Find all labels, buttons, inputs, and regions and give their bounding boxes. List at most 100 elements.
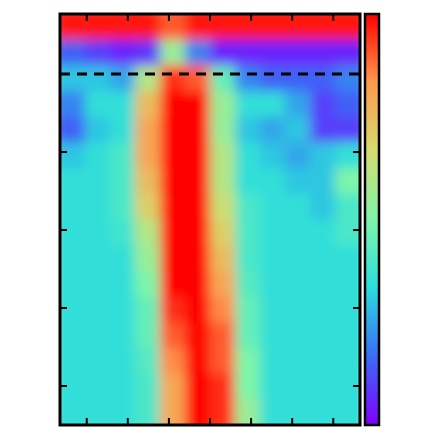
heat-cell <box>210 322 236 349</box>
heat-cell <box>260 347 286 375</box>
heat-cell <box>60 399 86 425</box>
heat-cell <box>185 373 211 400</box>
heat-cell <box>110 193 136 220</box>
heat-cell <box>235 65 261 92</box>
heat-cell <box>285 14 311 41</box>
heat-cell <box>235 14 261 41</box>
heat-cell <box>60 116 86 143</box>
heat-cell <box>85 193 111 220</box>
heat-cell <box>260 270 286 298</box>
heat-cell <box>160 322 186 349</box>
heat-cell <box>310 399 336 425</box>
heat-cell <box>260 322 286 349</box>
heat-cell <box>60 39 86 66</box>
heat-cell <box>310 142 336 169</box>
heat-cell <box>310 116 336 143</box>
heat-cell <box>285 270 311 298</box>
heat-cell <box>60 65 86 92</box>
heat-cell <box>310 168 336 195</box>
heat-cell <box>235 91 261 118</box>
heat-cell <box>235 296 261 323</box>
heat-cell <box>210 39 236 66</box>
heat-cell <box>85 65 111 92</box>
heat-cell <box>185 193 211 220</box>
plot-frame <box>58 12 362 427</box>
heat-cell <box>160 65 186 92</box>
heat-cell <box>260 296 286 323</box>
heat-cell <box>160 14 186 41</box>
heat-cell <box>110 39 136 66</box>
heat-cell <box>335 399 360 425</box>
heat-cell <box>160 399 186 425</box>
heat-cell <box>135 142 161 169</box>
heat-cell <box>235 116 261 143</box>
heat-cell <box>235 347 261 375</box>
heat-cell <box>85 245 111 272</box>
heat-cell <box>235 39 261 66</box>
heat-cell <box>285 399 311 425</box>
heat-cell <box>260 14 286 41</box>
heat-cell <box>310 245 336 272</box>
heat-cell <box>285 168 311 195</box>
heat-cell <box>60 168 86 195</box>
heat-cell <box>335 39 360 66</box>
heat-cell <box>210 91 236 118</box>
heat-cell <box>260 168 286 195</box>
heat-cell <box>285 39 311 66</box>
heat-cell <box>260 399 286 425</box>
heat-cell <box>110 219 136 246</box>
heat-cell <box>310 65 336 92</box>
heat-cell <box>135 322 161 349</box>
heat-cell <box>235 245 261 272</box>
heat-cell <box>260 373 286 400</box>
heat-cell <box>85 399 111 425</box>
heat-cell <box>135 14 161 41</box>
heat-cell <box>160 373 186 400</box>
heat-cell <box>185 91 211 118</box>
heat-cell <box>310 373 336 400</box>
heat-cell <box>185 322 211 349</box>
heat-cell <box>335 219 360 246</box>
heat-cell <box>335 168 360 195</box>
heat-cell <box>110 245 136 272</box>
heat-cell <box>85 322 111 349</box>
heat-cell <box>310 347 336 375</box>
heat-cell <box>110 142 136 169</box>
heat-cell <box>185 142 211 169</box>
heat-cell <box>335 65 360 92</box>
heat-cell <box>260 142 286 169</box>
heat-cell <box>110 65 136 92</box>
heat-cell <box>110 296 136 323</box>
heat-cell <box>185 14 211 41</box>
heat-cell <box>335 193 360 220</box>
heat-cell <box>85 296 111 323</box>
heat-cell <box>185 219 211 246</box>
heat-cell <box>260 193 286 220</box>
heat-cell <box>85 168 111 195</box>
heat-cell <box>260 39 286 66</box>
heat-cell <box>210 245 236 272</box>
heat-cell <box>185 168 211 195</box>
heat-cell <box>60 296 86 323</box>
heat-cell <box>160 193 186 220</box>
heat-cell <box>160 39 186 66</box>
heat-cell <box>185 245 211 272</box>
heatmap <box>60 14 360 425</box>
heat-cell <box>335 91 360 118</box>
heat-cell <box>335 347 360 375</box>
heat-cell <box>160 245 186 272</box>
heat-cell <box>285 116 311 143</box>
heat-cell <box>60 193 86 220</box>
heat-cell <box>60 245 86 272</box>
heat-cell <box>335 270 360 298</box>
heat-cell <box>285 245 311 272</box>
heat-cell <box>235 399 261 425</box>
heat-cell <box>160 168 186 195</box>
heat-cell <box>210 219 236 246</box>
heat-cell <box>160 270 186 298</box>
heat-cell <box>210 193 236 220</box>
heat-cell <box>335 322 360 349</box>
heat-cell <box>60 347 86 375</box>
heat-cell <box>310 296 336 323</box>
